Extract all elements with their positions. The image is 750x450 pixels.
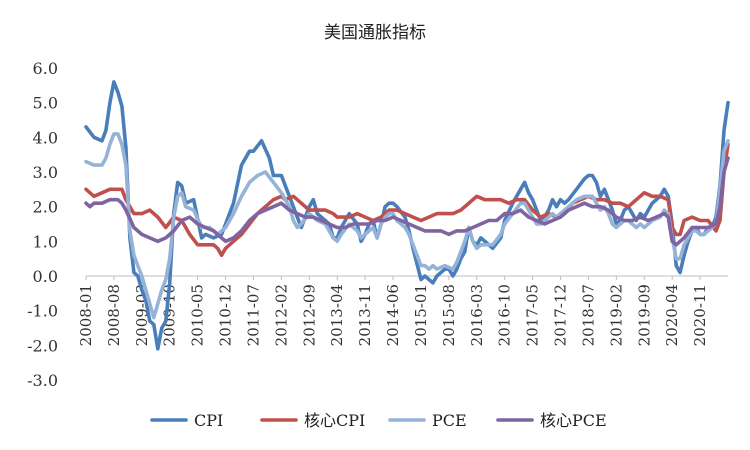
y-tick-label: 4.0 [33,128,58,147]
x-tick-label: 2016-03 [468,284,486,346]
series-line-PCE [84,132,730,320]
y-tick-label: -3.0 [27,371,58,390]
legend-label: 核心CPI [304,411,365,430]
x-tick-label: 2012-09 [300,284,318,346]
y-tick-label: 6.0 [33,59,58,78]
legend-label: PCE [432,411,467,430]
x-tick-label: 2015-01 [412,284,430,346]
y-tick-label: 1.0 [33,232,58,251]
legend: CPI 核心CPI PCE 核心PCE [150,411,607,430]
x-tick-label: 2013-04 [328,284,346,346]
series-layer [84,80,730,351]
x-tick-label: 2008-01 [77,284,95,346]
x-axis: 2008-01 2008-08 2009-03 2009-10 2010-05 2010-… [77,275,728,346]
x-tick-label: 2019-09 [635,284,653,346]
y-tick-label: 0.0 [33,267,58,286]
y-tick-label: -1.0 [27,302,58,321]
x-tick-label: 2019-02 [607,284,625,346]
x-tick-label: 2015-08 [440,284,458,346]
x-tick-label: 2013-11 [356,284,374,346]
x-tick-label: 2011-07 [244,284,262,346]
y-tick-label: 5.0 [33,94,58,113]
x-tick-label: 2008-08 [105,284,123,346]
x-tick-label: 2017-05 [524,284,542,346]
y-axis: 6.0 5.0 4.0 3.0 2.0 1.0 0.0 -1.0 -2.0 -3.0 [27,59,58,390]
y-tick-label: -2.0 [27,336,58,355]
x-tick-label: 2014-06 [384,284,402,346]
series-line-核心CPI [84,142,730,257]
x-tick-label: 2017-12 [552,284,570,346]
legend-label: CPI [194,411,223,430]
x-tick-label: 2020-11 [691,284,709,346]
x-tick-label: 2020-04 [663,284,681,346]
x-tick-label: 2018-07 [579,284,597,346]
x-tick-label: 2016-10 [496,284,514,346]
x-tick-label: 2009-10 [161,284,179,346]
series-line-核心PCE [84,156,730,247]
y-tick-label: 2.0 [33,198,58,217]
chart-title: 美国通胀指标 [324,23,426,43]
x-tick-label: 2012-02 [272,284,290,346]
legend-label: 核心PCE [540,411,607,430]
x-tick-label: 2010-12 [217,284,235,346]
x-tick-label: 2010-05 [189,284,207,346]
y-tick-label: 3.0 [33,163,58,182]
